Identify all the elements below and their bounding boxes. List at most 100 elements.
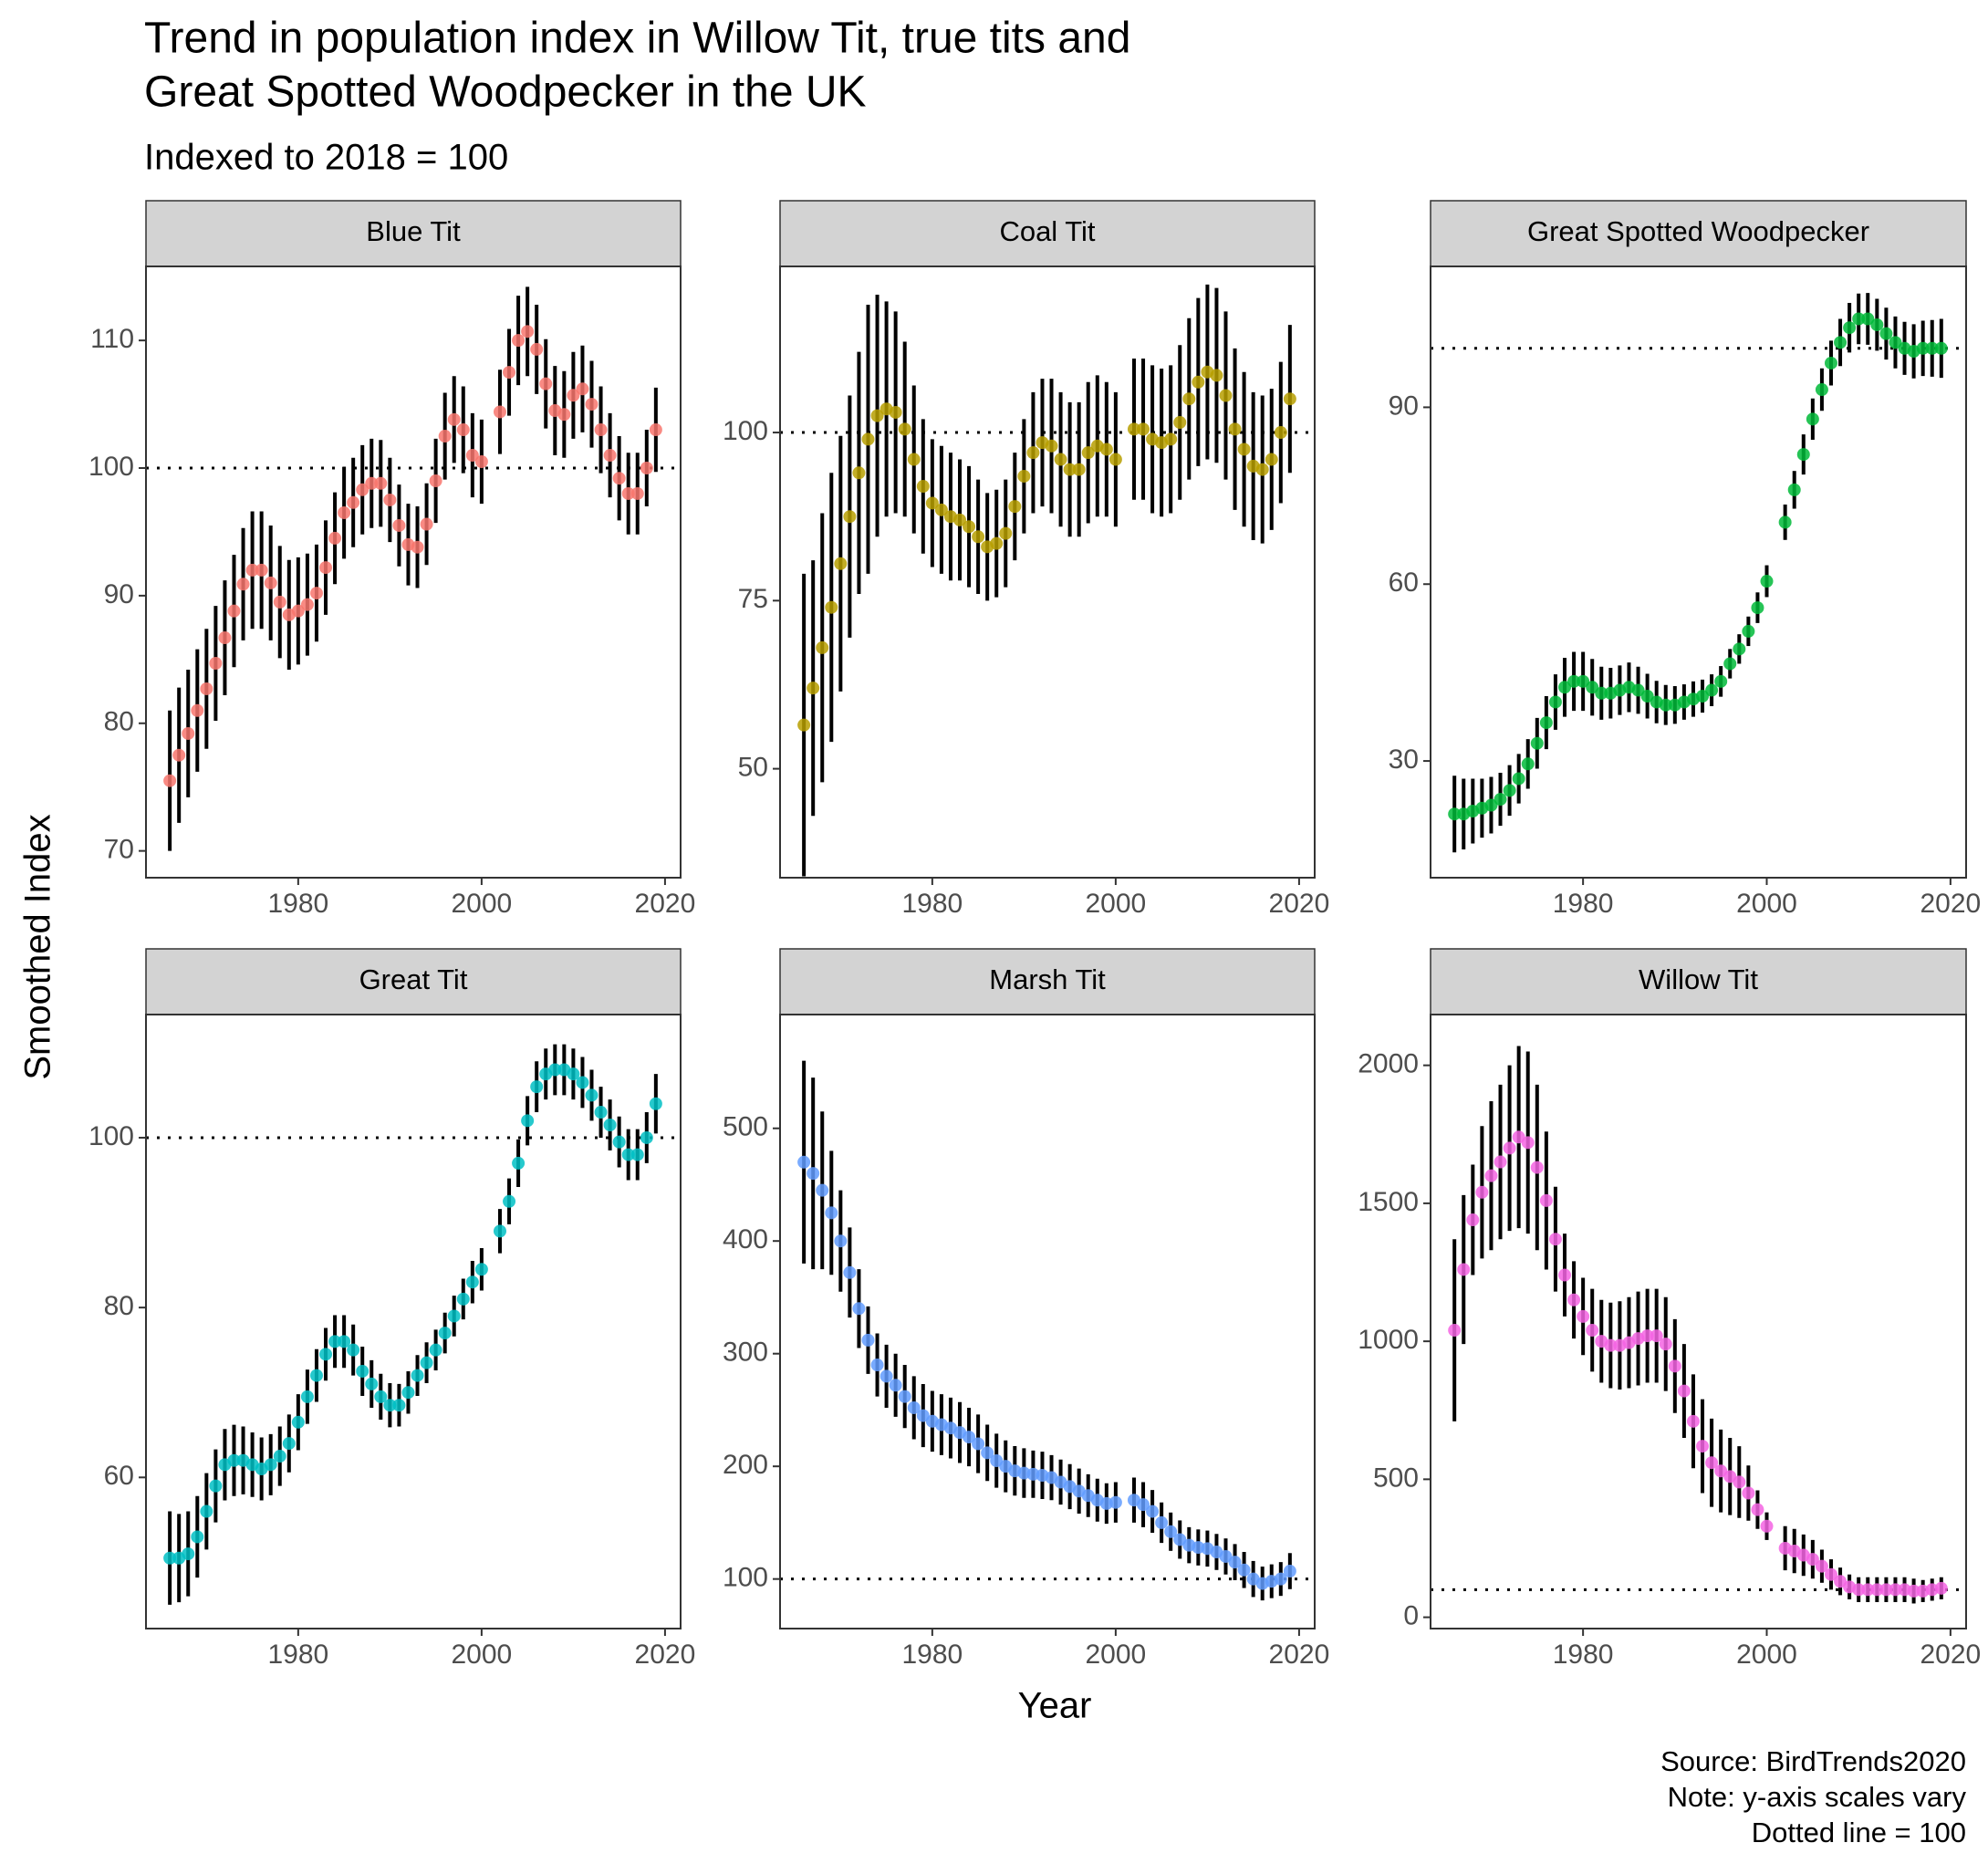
point: [245, 563, 259, 577]
x-tick-label: 2020: [1920, 889, 1982, 919]
point: [1017, 469, 1031, 483]
panel: [146, 266, 681, 878]
point: [503, 366, 516, 380]
y-tick-label: 90: [1389, 390, 1419, 421]
point: [1127, 422, 1140, 436]
point: [530, 1080, 544, 1094]
point: [1677, 1384, 1691, 1398]
point: [567, 1067, 580, 1081]
point: [530, 342, 544, 356]
point: [1696, 1440, 1710, 1453]
point: [264, 576, 277, 589]
point: [411, 1369, 424, 1382]
point: [273, 1450, 286, 1463]
point: [1530, 736, 1544, 750]
panel-border: [779, 265, 1316, 879]
y-tick-label: 2000: [1358, 1049, 1419, 1079]
point: [594, 423, 608, 437]
point: [1164, 1525, 1178, 1538]
point: [1072, 463, 1086, 476]
point: [365, 1377, 379, 1390]
point: [356, 1364, 369, 1378]
point: [338, 505, 351, 519]
panel-border: [779, 1014, 1316, 1629]
point: [861, 1333, 875, 1347]
point: [163, 774, 177, 787]
point: [1852, 1583, 1866, 1597]
point: [1806, 412, 1819, 426]
point: [300, 1390, 314, 1403]
point: [1548, 1233, 1562, 1246]
point: [1577, 674, 1590, 688]
point: [1889, 336, 1902, 349]
point: [209, 657, 223, 671]
plot-area: [1431, 293, 1966, 853]
point: [1146, 1504, 1160, 1518]
point: [1705, 683, 1719, 697]
point: [621, 486, 635, 500]
point: [1137, 422, 1150, 436]
point: [972, 530, 985, 544]
point: [1099, 442, 1113, 456]
point: [843, 1265, 857, 1279]
point: [1475, 1185, 1489, 1199]
x-tick-label: 2000: [1736, 1640, 1797, 1670]
point: [963, 1431, 976, 1444]
point: [328, 531, 342, 545]
point: [1586, 681, 1599, 694]
point: [1733, 1475, 1746, 1489]
point: [1466, 1213, 1480, 1227]
point: [585, 398, 598, 411]
point: [521, 1114, 535, 1128]
point: [925, 496, 939, 510]
point: [843, 510, 857, 524]
plot-area: [146, 286, 681, 851]
point: [163, 1551, 177, 1565]
point: [227, 604, 241, 618]
point: [953, 513, 967, 526]
point: [1008, 500, 1022, 514]
point: [640, 1130, 653, 1144]
y-tick-label: 50: [738, 753, 768, 783]
point: [1228, 1556, 1242, 1569]
point: [1512, 1130, 1525, 1144]
point: [1219, 389, 1233, 402]
point: [1503, 784, 1516, 797]
facet-strip: [779, 948, 1316, 1015]
point: [356, 483, 369, 496]
point: [438, 430, 452, 443]
point: [1742, 624, 1755, 638]
x-tick-label: 2020: [635, 889, 696, 919]
point: [1751, 1503, 1764, 1516]
x-tick-label: 2020: [635, 1640, 696, 1670]
point: [365, 476, 379, 490]
y-tick-label: 110: [90, 324, 134, 354]
facet-title: Blue Tit: [366, 215, 461, 247]
point: [1861, 312, 1875, 326]
point: [1787, 483, 1801, 496]
y-tick-label: 60: [104, 1461, 134, 1491]
point: [255, 563, 268, 577]
point: [797, 1155, 811, 1169]
y-tick-label: 100: [88, 1121, 134, 1151]
x-tick-label: 2000: [452, 889, 513, 919]
point: [1558, 1268, 1572, 1282]
point: [1659, 698, 1672, 712]
caption: Note: y-axis scales vary: [1668, 1781, 1967, 1813]
point: [1274, 426, 1287, 440]
point: [1586, 1324, 1599, 1338]
point: [1173, 1533, 1187, 1546]
y-tick-label: 60: [1389, 567, 1419, 598]
point: [1521, 1136, 1535, 1150]
point: [456, 1292, 470, 1306]
point: [852, 1302, 866, 1316]
point: [1760, 1519, 1774, 1533]
x-tick-label: 1980: [901, 889, 963, 919]
y-tick-label: 80: [104, 707, 134, 737]
point: [1778, 515, 1792, 529]
point: [1723, 1470, 1737, 1484]
point: [1640, 1329, 1654, 1343]
point: [1796, 448, 1810, 462]
point: [1108, 453, 1122, 466]
